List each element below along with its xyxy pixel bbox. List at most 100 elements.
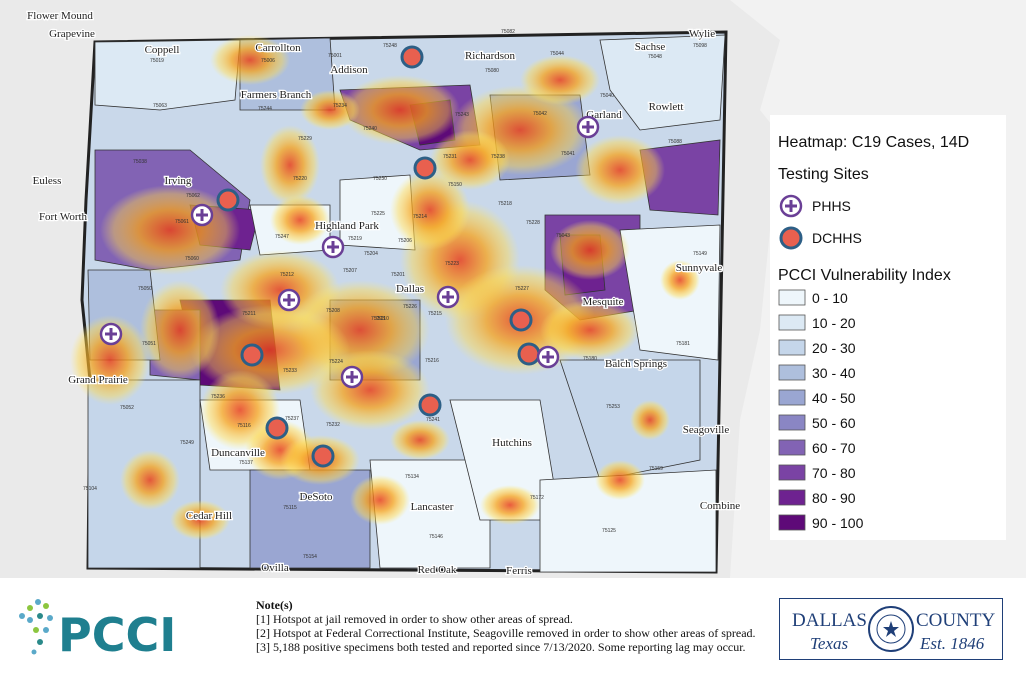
pcci-logo: PCCI bbox=[19, 599, 176, 662]
zip-label: 75225 bbox=[371, 211, 385, 217]
dchhs-site bbox=[216, 188, 240, 212]
zip-label: 75248 bbox=[383, 43, 397, 49]
zip-label: 75220 bbox=[293, 176, 307, 182]
legend-class-label: 40 - 50 bbox=[812, 390, 856, 406]
city-label: Dallas bbox=[396, 283, 424, 295]
legend-swatch bbox=[778, 289, 806, 306]
phhs-plus bbox=[346, 371, 358, 383]
legend-swatch bbox=[778, 389, 806, 406]
city-label: Richardson bbox=[465, 50, 516, 62]
heat-spot bbox=[310, 350, 430, 430]
heat-spot bbox=[140, 280, 220, 380]
zip-label: 75042 bbox=[533, 111, 547, 117]
zip-label: 75203 bbox=[371, 316, 385, 322]
zip-label: 75052 bbox=[120, 405, 134, 411]
city-label: Mesquite bbox=[583, 296, 624, 308]
heat-spot bbox=[575, 135, 665, 205]
legend-box bbox=[770, 115, 1006, 540]
legend-class-label: 0 - 10 bbox=[812, 290, 848, 306]
legend-class-label: 70 - 80 bbox=[812, 465, 856, 481]
legend-index-title: PCCI Vulnerability Index bbox=[778, 267, 951, 284]
zip-label: 75134 bbox=[405, 474, 419, 480]
city-label: Hutchins bbox=[492, 437, 532, 449]
zip-label: 75229 bbox=[298, 136, 312, 142]
city-label: Duncanville bbox=[211, 447, 265, 459]
zip-label: 75232 bbox=[326, 422, 340, 428]
legend-class-label: 30 - 40 bbox=[812, 365, 856, 381]
zip-label: 75223 bbox=[445, 261, 459, 267]
zip-label: 75234 bbox=[333, 103, 347, 109]
note: [3] 5,188 positive specimens both tested… bbox=[256, 640, 746, 654]
zip-label: 75159 bbox=[649, 466, 663, 472]
city-label: Grand Prairie bbox=[68, 374, 128, 386]
zip-label: 75116 bbox=[237, 423, 251, 429]
county-left: DALLAS bbox=[792, 610, 867, 631]
legend-site: DCHHS bbox=[812, 230, 862, 246]
zip-label: 75098 bbox=[693, 43, 707, 49]
zip-label: 75063 bbox=[153, 103, 167, 109]
zip-label: 75218 bbox=[498, 201, 512, 207]
phhs-plus bbox=[196, 209, 208, 221]
zip-label: 75040 bbox=[600, 93, 614, 99]
heat-spot bbox=[660, 260, 700, 300]
heat-spot bbox=[630, 400, 670, 440]
heat-spot bbox=[260, 125, 320, 205]
city-label: Carrollton bbox=[255, 42, 301, 54]
zip-label: 75249 bbox=[180, 440, 194, 446]
zip-label: 75104 bbox=[83, 486, 97, 492]
legend-swatch bbox=[778, 439, 806, 456]
zip-label: 75253 bbox=[606, 404, 620, 410]
zip-label: 75172 bbox=[530, 495, 544, 501]
zip-label: 75137 bbox=[239, 460, 253, 466]
zip-label: 75019 bbox=[150, 58, 164, 64]
city-label: Ferris bbox=[506, 565, 532, 577]
zip-label: 75236 bbox=[211, 394, 225, 400]
city-label: Ovilla bbox=[261, 562, 289, 574]
zip-label: 75044 bbox=[550, 51, 564, 57]
zip-label: 75231 bbox=[443, 154, 457, 160]
zip-label: 75204 bbox=[364, 251, 378, 257]
city-label: Red Oak bbox=[418, 564, 457, 576]
logo-text: PCCI bbox=[58, 608, 176, 662]
phhs-plus bbox=[582, 121, 594, 133]
zip-label: 75228 bbox=[526, 220, 540, 226]
zip-label: 75006 bbox=[261, 58, 275, 64]
county-right: COUNTY bbox=[916, 610, 995, 631]
zip-label: 75237 bbox=[285, 416, 299, 422]
zip-label: 75226 bbox=[403, 304, 417, 310]
zip-label: 75206 bbox=[398, 238, 412, 244]
zip-label: 75216 bbox=[425, 358, 439, 364]
county-logo: DALLAS COUNTY Texas Est. 1846 bbox=[779, 598, 1003, 660]
city-label: Addison bbox=[330, 64, 368, 76]
zip-label: 75062 bbox=[186, 193, 200, 199]
city-label: DeSoto bbox=[300, 491, 334, 503]
dchhs-site bbox=[413, 156, 437, 180]
city-label: Balch Springs bbox=[605, 358, 667, 370]
zip-label: 75050 bbox=[138, 286, 152, 292]
city-label: Wylie bbox=[689, 28, 715, 40]
city-label: Irving bbox=[165, 175, 192, 187]
notes: Note(s) [1] Hotspot at jail removed in o… bbox=[256, 598, 764, 654]
dchhs-symbol bbox=[779, 226, 803, 250]
city-label: Coppell bbox=[145, 44, 180, 56]
notes-heading: Note(s) bbox=[256, 598, 293, 612]
heat-spot bbox=[70, 315, 150, 405]
zip-label: 75048 bbox=[648, 54, 662, 60]
zip-label: 75238 bbox=[491, 154, 505, 160]
zip-label: 75230 bbox=[373, 176, 387, 182]
legend-class-label: 60 - 70 bbox=[812, 440, 856, 456]
heat-spot bbox=[300, 90, 360, 130]
city-label: Combine bbox=[700, 500, 740, 512]
dchhs-site bbox=[509, 308, 533, 332]
legend-swatch bbox=[778, 339, 806, 356]
dchhs-site bbox=[517, 342, 541, 366]
legend-swatch bbox=[778, 514, 806, 531]
zip-label: 75224 bbox=[329, 359, 343, 365]
dchhs-site bbox=[400, 45, 424, 69]
dchhs-site bbox=[311, 444, 335, 468]
heat-spot bbox=[390, 420, 450, 460]
zip-label: 75051 bbox=[142, 341, 156, 347]
zip-label: 75247 bbox=[275, 234, 289, 240]
dchhs-site bbox=[265, 416, 289, 440]
